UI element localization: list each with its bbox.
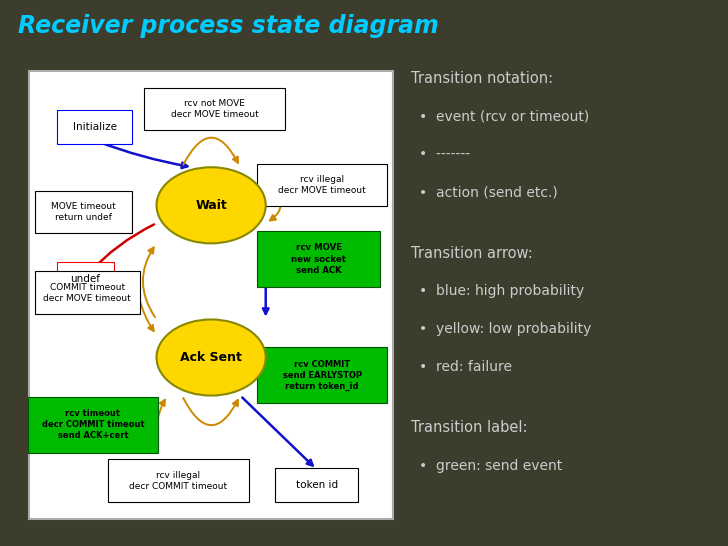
- FancyBboxPatch shape: [108, 459, 249, 502]
- Text: Wait: Wait: [195, 199, 227, 212]
- Text: rcv illegal
decr MOVE timeout: rcv illegal decr MOVE timeout: [278, 175, 366, 195]
- Text: token id: token id: [296, 480, 338, 490]
- Text: MOVE timeout
return undef: MOVE timeout return undef: [52, 202, 116, 222]
- Text: rcv timeout
decr COMMIT timeout
send ACK+cert: rcv timeout decr COMMIT timeout send ACK…: [41, 409, 144, 440]
- Text: •  red: failure: • red: failure: [419, 360, 512, 375]
- Text: undef: undef: [71, 274, 100, 284]
- FancyBboxPatch shape: [275, 468, 358, 502]
- FancyBboxPatch shape: [144, 88, 285, 130]
- FancyBboxPatch shape: [57, 263, 114, 296]
- FancyBboxPatch shape: [28, 397, 158, 453]
- Text: •  yellow: low probability: • yellow: low probability: [419, 322, 591, 336]
- FancyBboxPatch shape: [57, 110, 132, 144]
- Text: •  event (rcv or timeout): • event (rcv or timeout): [419, 109, 589, 123]
- Text: rcv COMMIT
send EARLYSTOP
return token_id: rcv COMMIT send EARLYSTOP return token_i…: [282, 360, 362, 391]
- FancyBboxPatch shape: [257, 164, 387, 206]
- Text: Initialize: Initialize: [73, 122, 116, 132]
- Text: Ack Sent: Ack Sent: [181, 351, 242, 364]
- FancyBboxPatch shape: [257, 347, 387, 403]
- Ellipse shape: [157, 167, 266, 244]
- Ellipse shape: [157, 319, 266, 395]
- FancyBboxPatch shape: [35, 271, 140, 314]
- Text: •  action (send etc.): • action (send etc.): [419, 186, 558, 200]
- Text: rcv illegal
decr COMMIT timeout: rcv illegal decr COMMIT timeout: [130, 471, 227, 491]
- Text: rcv not MOVE
decr MOVE timeout: rcv not MOVE decr MOVE timeout: [171, 99, 258, 119]
- FancyBboxPatch shape: [257, 231, 380, 287]
- Text: •  green: send event: • green: send event: [419, 459, 562, 473]
- FancyBboxPatch shape: [35, 191, 132, 233]
- Text: Transition label:: Transition label:: [411, 420, 528, 435]
- FancyBboxPatch shape: [29, 71, 393, 519]
- Text: COMMIT timeout
decr MOVE timeout: COMMIT timeout decr MOVE timeout: [44, 282, 131, 302]
- Text: rcv MOVE
new socket
send ACK: rcv MOVE new socket send ACK: [291, 244, 346, 275]
- Text: •  blue: high probability: • blue: high probability: [419, 284, 584, 298]
- Text: Transition arrow:: Transition arrow:: [411, 246, 533, 260]
- Text: •  -------: • -------: [419, 147, 470, 162]
- Text: Transition notation:: Transition notation:: [411, 71, 553, 86]
- Text: Receiver process state diagram: Receiver process state diagram: [18, 14, 439, 38]
